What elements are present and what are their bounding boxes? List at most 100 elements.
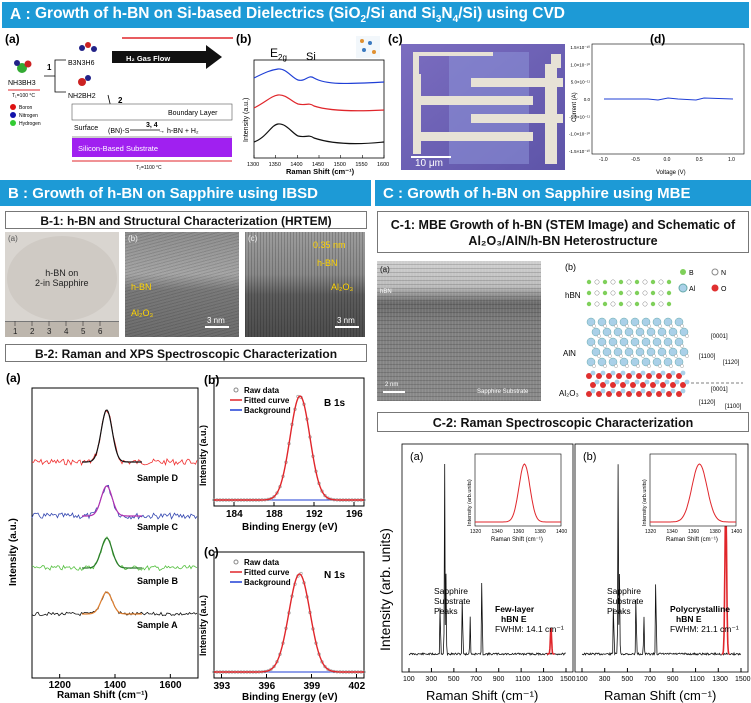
n-atom — [608, 354, 612, 358]
banner-section-c: C : Growth of h-BN on Sapphire using MBE — [375, 180, 751, 206]
raw-data-point — [269, 667, 273, 671]
banner-a-t1: Growth of h-BN on Si-based Dielectrics (… — [34, 4, 361, 22]
x-tick-label: 396 — [259, 681, 276, 692]
n-atom — [597, 334, 601, 338]
panel-a-label: (a) — [5, 32, 20, 46]
o-atom — [596, 391, 602, 397]
n-atom — [592, 324, 596, 328]
x-tick-label: 188 — [266, 509, 283, 520]
raman-chart-c2: Intensity (arb. units) Raman Shift (cm⁻¹… — [377, 443, 751, 703]
c2-title: C-2: Raman Spectroscopic Characterizatio… — [377, 412, 749, 432]
al-atom — [591, 327, 601, 337]
o-atom — [600, 382, 606, 388]
al-atom — [641, 337, 651, 347]
banner-a-s3: 4 — [452, 14, 459, 26]
n-atom — [669, 364, 673, 368]
xlabel-bb: Binding Energy (eV) — [242, 522, 338, 533]
banner-a-text: Growth of h-BN on Si-based Dielectrics (… — [35, 5, 565, 25]
o-atom — [610, 382, 616, 388]
x-tick-label: 500 — [621, 676, 633, 683]
hbn-atom — [594, 290, 600, 296]
raman-fit-2 — [82, 537, 142, 569]
n-atom — [674, 334, 678, 338]
al-atom — [674, 317, 684, 327]
bns-label: (BN)-S — [108, 128, 130, 135]
x-tick-label: 1400 — [104, 680, 127, 691]
n-atom — [636, 324, 640, 328]
raman-series-0 — [31, 409, 198, 467]
ruler-label: 6 — [98, 327, 103, 336]
al-atom — [680, 370, 686, 376]
boundary-layer — [71, 103, 233, 121]
raman-spectrum — [408, 463, 566, 657]
boundary-layer-label: Boundary Layer — [168, 110, 218, 117]
inset-frame — [649, 453, 737, 527]
b3n3h6-icon — [79, 45, 85, 51]
al-atom — [652, 357, 662, 367]
x-tick-label: 100 — [576, 676, 588, 683]
banner-b-prefix: B — [8, 184, 19, 202]
al-atom — [679, 347, 689, 357]
n-atom — [641, 354, 645, 358]
sample-b: Sample B — [137, 576, 179, 586]
nh2bh2-icon — [78, 78, 86, 86]
e2g-label: E2g — [270, 46, 287, 62]
n-atom — [603, 324, 607, 328]
inset-tick-label: 1380 — [710, 529, 721, 535]
sample-a: Sample A — [137, 620, 178, 630]
banner-c-prefix: C — [383, 184, 394, 202]
al-atom — [613, 347, 623, 357]
raman-chart-a-b: E2g Si Intensity (a.u.) Raman Shift (cm⁻… — [243, 36, 389, 176]
ylabel-ba: Intensity (a.u.) — [8, 518, 19, 586]
ruler-label: 1 — [13, 327, 18, 336]
banner-section-b: B : Growth of h-BN on Sapphire using IBS… — [0, 180, 371, 206]
al-atom — [660, 370, 666, 376]
t1-label: T₁=100 °C — [12, 93, 35, 99]
stem-hbn-label: hBN — [380, 289, 392, 295]
step2-label: 2 — [118, 96, 123, 105]
raw-data-point — [323, 494, 327, 498]
n-atom — [630, 334, 634, 338]
x-tick-label: -1.0 — [599, 157, 608, 163]
panel-d-label: (d) — [650, 32, 666, 46]
series-red — [253, 94, 385, 112]
scalebar-c2 — [335, 326, 359, 328]
banner-c-sep: : — [393, 184, 408, 202]
inset-tick-label: 1380 — [535, 529, 546, 535]
hbn-label-b: h-BN — [131, 282, 152, 292]
al-atom — [663, 317, 673, 327]
iv-chart: 1.5×10⁻¹⁰ 1.0×10⁻¹⁰ 5.0×10⁻¹¹ 0.0 -5.0×10⁻¹¹… — [569, 43, 745, 176]
inset-tick-label: 1400 — [556, 529, 567, 535]
n-atom — [680, 364, 684, 368]
dir-0001-b: [0001] — [711, 387, 728, 393]
inset-ylabel: Intensity (arb.units) — [642, 479, 648, 526]
wafer-photo: (a) h-BN on 2-in Sapphire 1 2 3 4 5 6 — [5, 232, 119, 337]
gas-flow-arrow — [112, 45, 222, 69]
panel-b-label: (b) — [236, 32, 252, 46]
hbn-atom — [650, 290, 656, 296]
raman-fit-0 — [82, 409, 142, 463]
o-atom — [676, 373, 682, 379]
dir-1100-b: [1100] — [725, 404, 742, 410]
al-atom — [630, 337, 640, 347]
o-atom — [666, 373, 672, 379]
c2-frame — [574, 443, 749, 673]
legend-nitrogen: Nitrogen — [19, 113, 38, 119]
nh3bh3-label: NH3BH3 — [8, 80, 36, 87]
scalebar-b-label: 3 nm — [207, 316, 225, 325]
hbn-atom — [666, 279, 672, 285]
o-atom — [656, 391, 662, 397]
y-tick-label: -1.0×10⁻¹⁰ — [569, 132, 590, 137]
raw-data-point — [272, 664, 276, 669]
x-tick-label: 1300 — [712, 676, 728, 683]
nh2bh2-label: NH2BH2 — [68, 93, 96, 100]
schem-aln-label: AlN — [563, 349, 576, 358]
raman-series-3 — [31, 591, 198, 617]
al-atom — [674, 357, 684, 367]
dir-0001-a: [0001] — [711, 334, 728, 340]
n-atom — [636, 364, 640, 368]
svg-text:Background: Background — [244, 406, 291, 415]
ylabel-bc: Intensity (a.u.) — [198, 595, 208, 656]
hbn-atom — [658, 290, 664, 296]
stem-scalebar — [383, 391, 405, 393]
